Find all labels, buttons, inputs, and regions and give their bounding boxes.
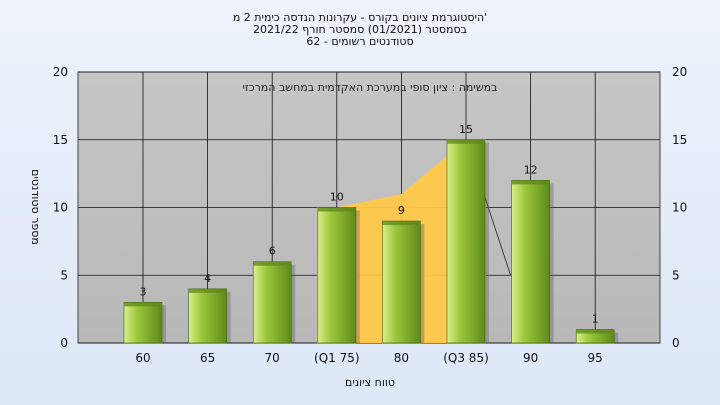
data-label: 3 [140, 285, 147, 298]
y-tick-label-left: 10 [53, 201, 68, 215]
x-tick-label: 80 [394, 351, 409, 365]
y-tick-label-right: 5 [672, 268, 680, 282]
bar [123, 302, 163, 344]
x-tick-label: 95 [588, 351, 603, 365]
bar-top [447, 139, 485, 144]
bar-top [253, 261, 292, 266]
y-tick-label-right: 10 [672, 201, 687, 215]
chart-title-line-1: היסטוגרמת ציונים בקורס - עקרונות הנדסה כ… [232, 11, 488, 24]
data-label: 4 [204, 272, 211, 285]
y-tick-label-left: 15 [53, 133, 68, 147]
bar [446, 139, 486, 344]
y-tick-label-right: 0 [672, 336, 680, 350]
y-tick-label-left: 20 [53, 65, 68, 79]
bar [252, 261, 292, 344]
chart-title-line-3: סטודנטים רשומים - 62 [306, 35, 414, 48]
chart-subtitle: במשימה : ציון סופי במערכת האקדמית במחשב … [243, 81, 498, 94]
x-axis-title: טווח ציונים [345, 376, 395, 389]
bar-top [576, 329, 615, 334]
data-label: 15 [459, 123, 473, 136]
bar-top [382, 221, 421, 226]
x-tick-label: 90 [523, 351, 538, 365]
y-tick-label-left: 0 [60, 336, 68, 350]
x-tick-label: (Q3 85) [443, 351, 489, 365]
bar-top [188, 288, 227, 293]
bar-top [511, 180, 550, 185]
data-label: 6 [269, 245, 276, 258]
data-label: 10 [330, 191, 344, 204]
y-tick-label-left: 5 [60, 268, 68, 282]
bar-top [317, 207, 356, 212]
chart-title-line-2: בסמסטר (01/2021) סמסטר חורף 2021/22 [253, 23, 467, 36]
bar [382, 220, 421, 344]
bar [511, 180, 550, 344]
data-label: 12 [524, 163, 538, 176]
x-tick-label: 70 [265, 351, 280, 365]
y-tick-label-right: 20 [672, 65, 687, 79]
x-tick-label: 65 [200, 351, 215, 365]
bar [317, 207, 357, 344]
bar-top [124, 302, 162, 307]
data-label: 9 [398, 204, 405, 217]
y-tick-label-right: 15 [672, 133, 687, 147]
x-tick-label: (Q1 75) [314, 351, 360, 365]
y-axis-title: מספר סטודנטים [29, 169, 42, 245]
bar [188, 288, 227, 344]
x-tick-label: 60 [135, 351, 150, 365]
data-label: 1 [592, 312, 599, 325]
